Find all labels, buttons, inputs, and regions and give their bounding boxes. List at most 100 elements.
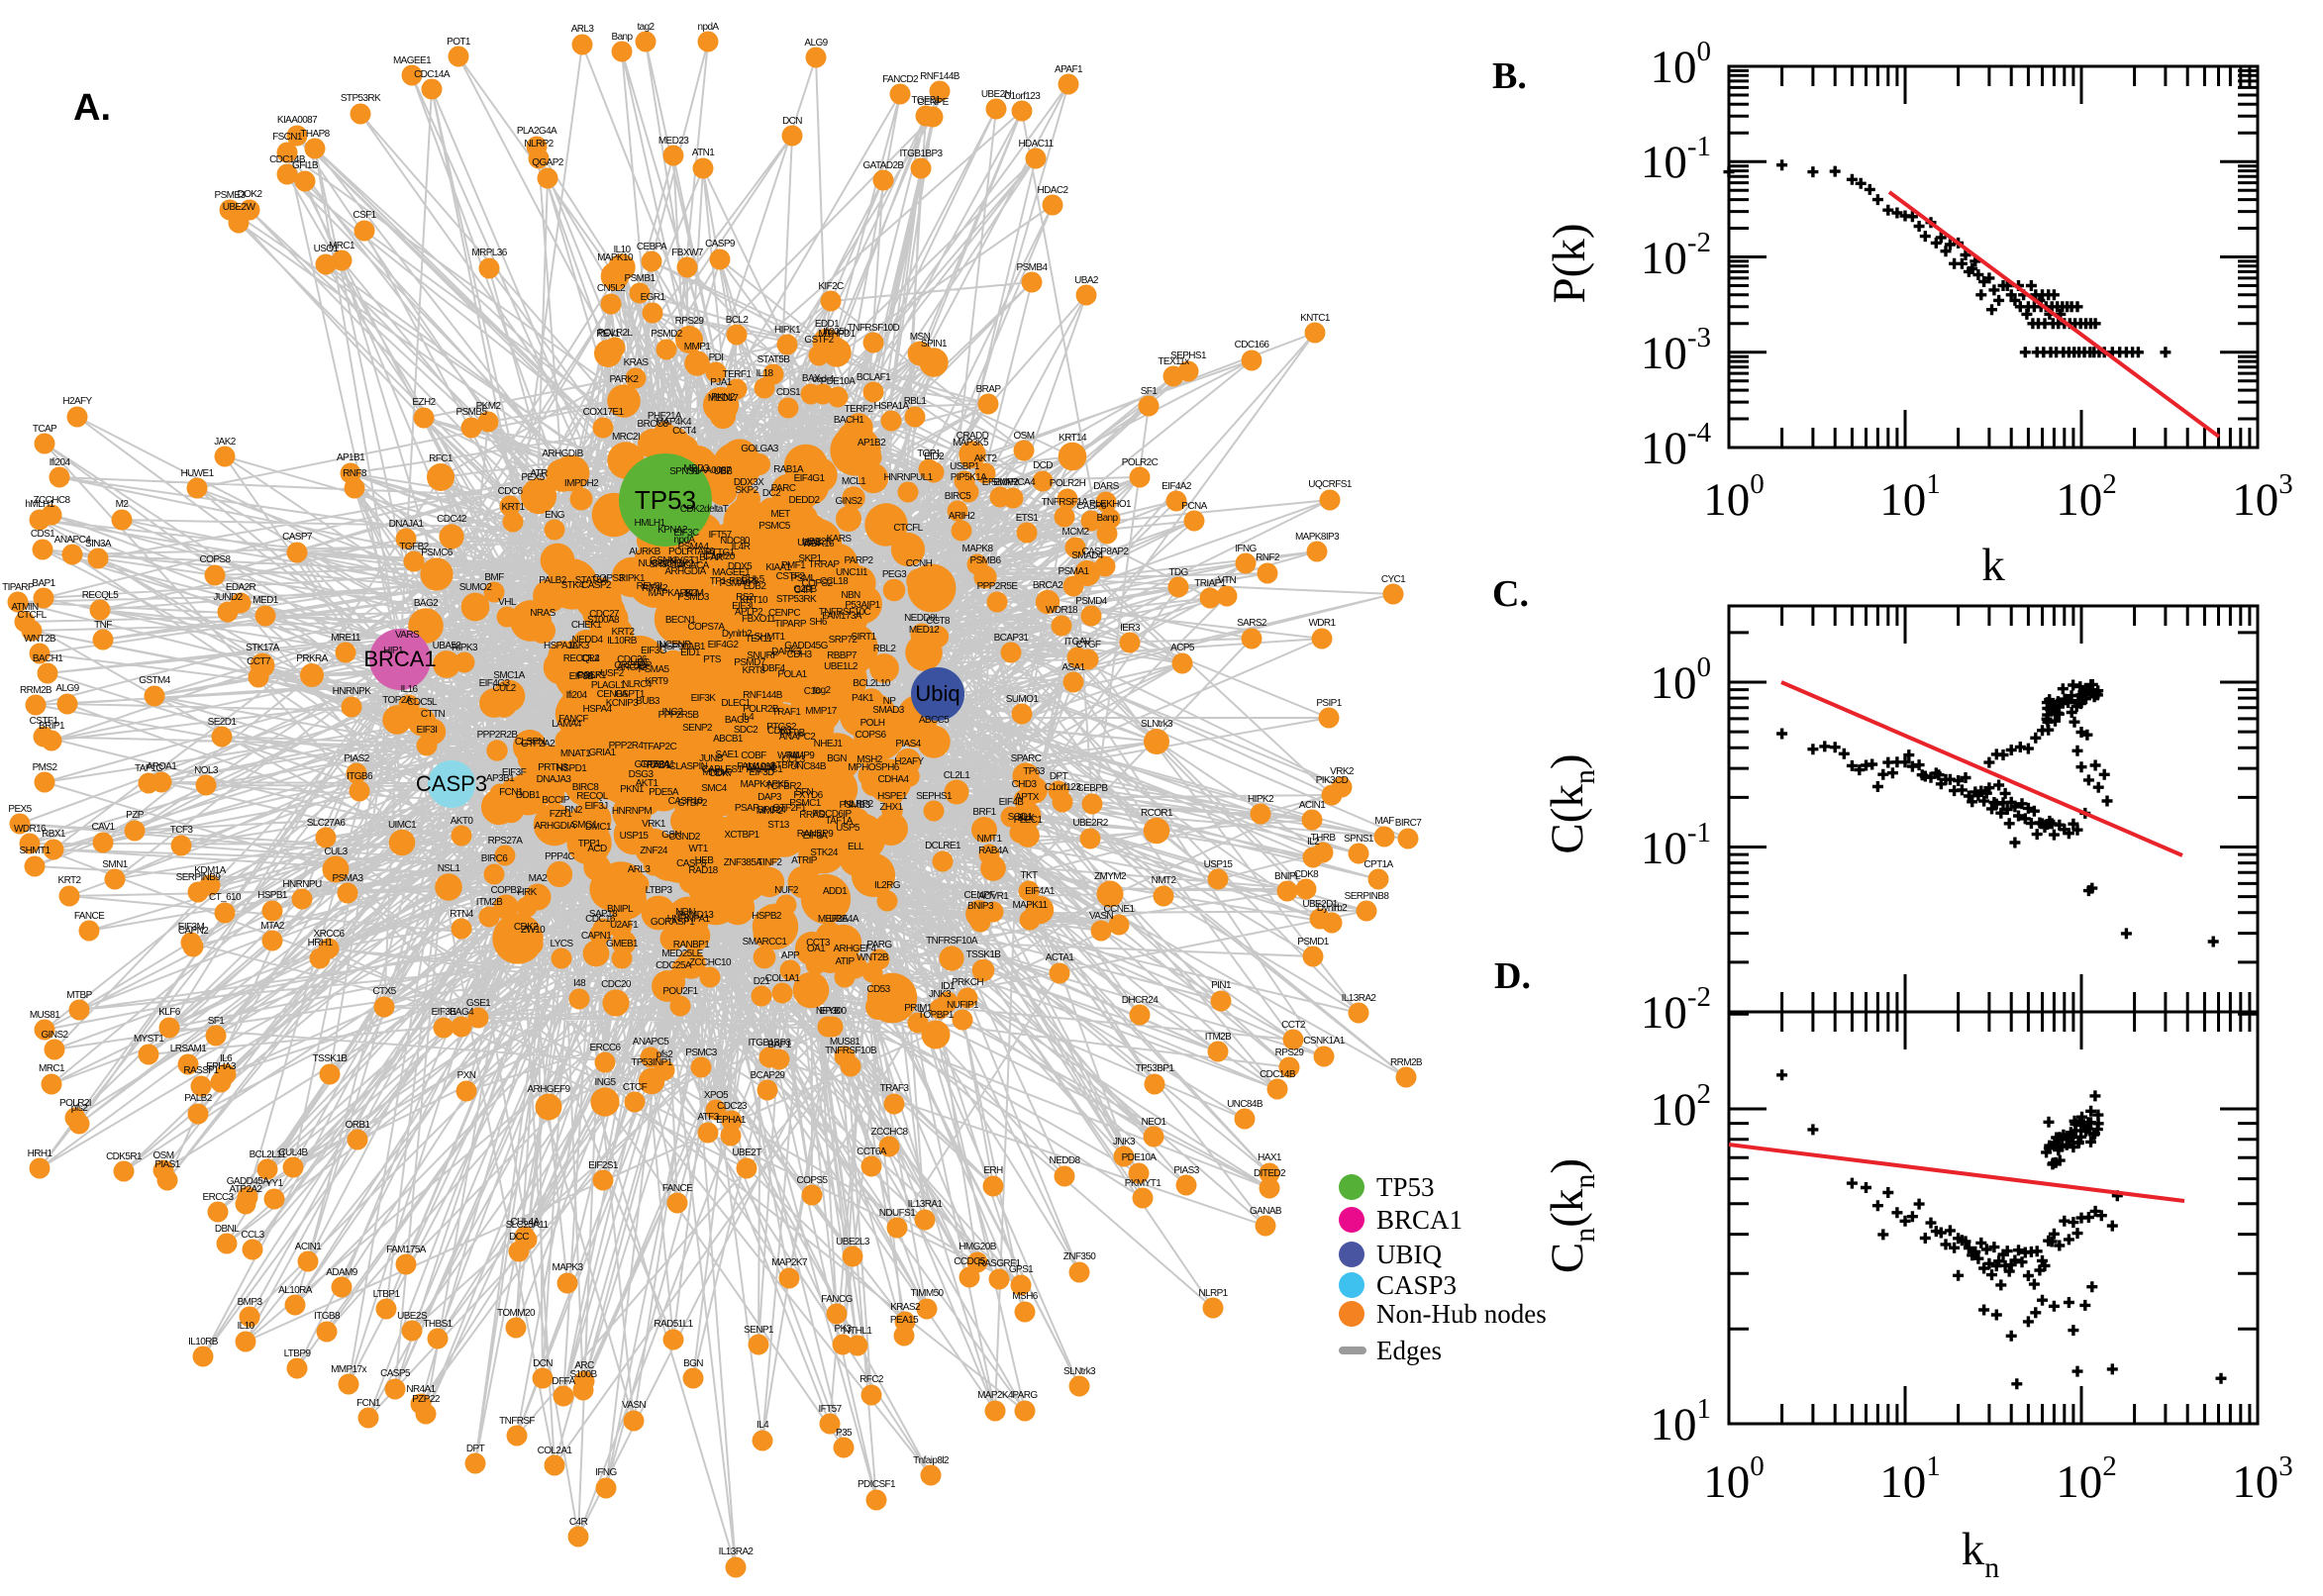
svg-text:CEBPA: CEBPA — [637, 242, 667, 252]
svg-text:MAP2K4: MAP2K4 — [977, 1390, 1014, 1401]
svg-text:HRH1: HRH1 — [308, 938, 334, 948]
svg-text:MRC1: MRC1 — [39, 1063, 65, 1074]
svg-text:CENPA: CENPA — [597, 689, 629, 700]
svg-text:PEG3: PEG3 — [882, 569, 907, 580]
svg-text:EDD1: EDD1 — [815, 319, 840, 330]
svg-text:B.: B. — [1492, 55, 1527, 97]
svg-text:LTBP1: LTBP1 — [373, 1289, 401, 1300]
svg-text:WDR16: WDR16 — [802, 539, 835, 549]
svg-text:TNFRSF10B: TNFRSF10B — [825, 1046, 877, 1056]
svg-text:MAGEE1: MAGEE1 — [393, 55, 432, 66]
svg-text:M2: M2 — [116, 499, 130, 510]
svg-text:DSG3: DSG3 — [629, 769, 655, 780]
svg-text:CENPC: CENPC — [768, 608, 800, 619]
svg-text:HSPA4: HSPA4 — [582, 704, 612, 715]
svg-text:PSIP1: PSIP1 — [1316, 698, 1342, 709]
svg-text:IL10: IL10 — [613, 245, 631, 255]
svg-text:KIAA1: KIAA1 — [765, 562, 791, 573]
svg-text:HNRNPU: HNRNPU — [282, 879, 322, 890]
svg-text:PRIM1: PRIM1 — [904, 1003, 933, 1014]
svg-text:CTGF: CTGF — [1076, 640, 1101, 650]
svg-text:OA1: OA1 — [807, 944, 826, 954]
svg-text:DAP3: DAP3 — [758, 792, 782, 803]
svg-text:PSMD7: PSMD7 — [734, 657, 765, 668]
svg-text:UBA3: UBA3 — [797, 538, 822, 549]
svg-text:CYC1: CYC1 — [1381, 574, 1406, 585]
svg-text:ADAM9: ADAM9 — [326, 1267, 357, 1278]
svg-text:IFT57: IFT57 — [818, 1404, 842, 1415]
svg-text:ARCA2: ARCA2 — [617, 662, 648, 673]
svg-text:GADD45G: GADD45G — [784, 641, 828, 651]
svg-text:HDAC11: HDAC11 — [741, 762, 776, 773]
svg-text:Ifi204: Ifi204 — [566, 690, 588, 701]
svg-text:IL10: IL10 — [237, 1321, 254, 1332]
svg-text:BRAP: BRAP — [976, 384, 1002, 395]
svg-text:POLA1: POLA1 — [777, 669, 807, 680]
svg-text:PMS2: PMS2 — [33, 762, 58, 773]
svg-text:NRAS: NRAS — [530, 608, 556, 619]
svg-text:DAPK3: DAPK3 — [771, 647, 802, 657]
svg-text:TNFRSF1A: TNFRSF1A — [1042, 497, 1089, 508]
svg-text:WDR16: WDR16 — [14, 824, 47, 835]
svg-text:TNFRSF: TNFRSF — [499, 1416, 535, 1427]
svg-text:NBN: NBN — [841, 590, 860, 601]
svg-text:CHEK1: CHEK1 — [571, 620, 602, 631]
svg-text:CDC23: CDC23 — [717, 1101, 748, 1112]
svg-text:TINF2: TINF2 — [758, 857, 783, 868]
svg-text:EID1: EID1 — [680, 648, 701, 658]
svg-text:UBC: UBC — [630, 657, 650, 668]
svg-text:ARHGDIA: ARHGDIA — [664, 566, 706, 577]
svg-text:PSMA6: PSMA6 — [720, 578, 752, 589]
svg-text:MRPL36: MRPL36 — [471, 248, 507, 258]
svg-text:NDN: NDN — [675, 907, 695, 918]
svg-text:RBL1: RBL1 — [904, 396, 928, 407]
svg-text:PSMD1: PSMD1 — [1297, 937, 1329, 948]
svg-text:CASP3: CASP3 — [416, 771, 487, 796]
svg-text:BIRC5: BIRC5 — [945, 491, 971, 502]
svg-text:BIRC7: BIRC7 — [1395, 818, 1422, 829]
svg-text:ITGB1BP3: ITGB1BP3 — [749, 1038, 792, 1048]
svg-text:NEDD8: NEDD8 — [1050, 1155, 1081, 1166]
svg-text:DOK2: DOK2 — [238, 189, 263, 200]
svg-text:Dynlrb2: Dynlrb2 — [1317, 903, 1348, 914]
svg-text:GTF2A2: GTF2A2 — [521, 739, 556, 749]
svg-text:CCT6A: CCT6A — [857, 1147, 887, 1157]
svg-text:RAD1: RAD1 — [647, 760, 671, 771]
svg-text:TAF1C: TAF1C — [135, 763, 162, 774]
svg-text:RRM2B: RRM2B — [20, 685, 52, 696]
svg-text:PLAGL1: PLAGL1 — [591, 680, 626, 691]
svg-text:CDK5R1: CDK5R1 — [106, 1151, 143, 1162]
svg-text:CTX5: CTX5 — [372, 986, 396, 997]
svg-text:APLP2: APLP2 — [735, 607, 763, 618]
svg-text:ORB1: ORB1 — [346, 1120, 371, 1131]
svg-text:HRK: HRK — [517, 887, 537, 898]
svg-text:POLR2H: POLR2H — [1050, 478, 1086, 489]
svg-text:CCND2: CCND2 — [668, 832, 700, 843]
svg-text:BGN: BGN — [683, 1358, 703, 1369]
svg-text:TOMM20: TOMM20 — [497, 1308, 536, 1319]
svg-text:LDB2: LDB2 — [744, 581, 767, 592]
svg-text:TRIAP1: TRIAP1 — [1194, 578, 1226, 589]
svg-text:KDM1A: KDM1A — [194, 865, 226, 876]
svg-text:KRAS2: KRAS2 — [890, 1302, 921, 1313]
svg-text:IL4: IL4 — [757, 1420, 769, 1431]
svg-text:PIK3CD: PIK3CD — [1316, 775, 1349, 786]
svg-text:PPP2R5E: PPP2R5E — [977, 581, 1019, 592]
svg-text:MTBP: MTBP — [66, 990, 92, 1001]
svg-text:SAE1: SAE1 — [715, 749, 739, 760]
svg-text:CTCF: CTCF — [623, 1082, 648, 1093]
svg-text:LTBP4: LTBP4 — [772, 760, 800, 771]
svg-text:DCN: DCN — [533, 1358, 553, 1369]
svg-text:ACACA: ACACA — [677, 560, 709, 571]
svg-text:RANBP9: RANBP9 — [797, 829, 834, 840]
svg-text:CCDC5: CCDC5 — [954, 1256, 985, 1267]
svg-text:IL16: IL16 — [400, 684, 418, 695]
svg-text:CASP3: CASP3 — [1376, 1270, 1457, 1300]
svg-text:USBP1: USBP1 — [950, 461, 980, 472]
svg-text:ETS1: ETS1 — [1016, 513, 1040, 524]
svg-text:CRADD: CRADD — [957, 431, 989, 442]
svg-text:RIPK3: RIPK3 — [452, 643, 478, 653]
svg-text:PDICSF1: PDICSF1 — [858, 1479, 896, 1490]
svg-text:BAG4: BAG4 — [450, 1007, 474, 1018]
svg-text:EIF4G2: EIF4G2 — [708, 640, 740, 650]
